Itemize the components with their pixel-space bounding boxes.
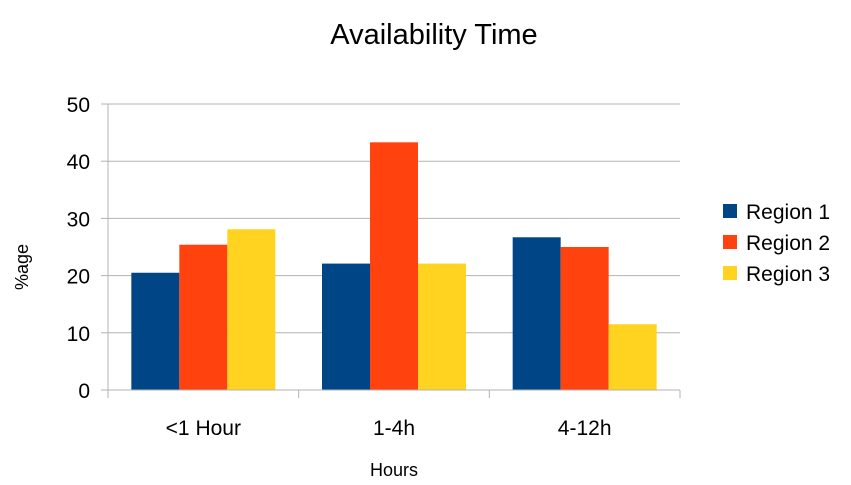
legend-label: Region 1 (746, 201, 830, 224)
y-tick-label: 20 (67, 266, 90, 289)
bars (131, 142, 657, 390)
chart-title: Availability Time (330, 19, 537, 51)
x-tick-label: 1-4h (373, 417, 415, 440)
y-tick-label: 30 (67, 208, 90, 231)
bar-region-2 (560, 247, 609, 390)
y-tick-label: 40 (67, 151, 90, 174)
axes (101, 103, 681, 398)
legend: Region 1 Region 2 Region 3 (723, 201, 830, 286)
x-tick-labels: <1 Hour 1-4h 4-12h (166, 417, 612, 440)
bar-region-1 (131, 272, 180, 390)
bar-region-3 (227, 229, 276, 390)
y-tick-label: 50 (67, 94, 90, 117)
x-tick-label: <1 Hour (166, 417, 241, 440)
bar-region-3 (418, 263, 466, 390)
y-axis-label: %age (12, 244, 32, 290)
y-tick-label: 0 (78, 380, 90, 403)
bar-region-1 (322, 263, 370, 390)
x-tick-label: 4-12h (558, 417, 612, 440)
legend-label: Region 2 (746, 232, 830, 255)
bar-region-2 (370, 142, 418, 390)
bar-region-3 (608, 324, 657, 390)
y-tick-labels: 0 10 20 30 40 50 (67, 94, 90, 403)
y-tick-label: 10 (67, 323, 90, 346)
legend-swatch (723, 235, 737, 249)
legend-swatch (723, 266, 737, 280)
x-axis-label: Hours (370, 460, 418, 480)
bar-region-2 (179, 244, 228, 390)
bar-region-1 (512, 237, 561, 390)
legend-label: Region 3 (746, 263, 830, 286)
legend-swatch (723, 204, 737, 218)
